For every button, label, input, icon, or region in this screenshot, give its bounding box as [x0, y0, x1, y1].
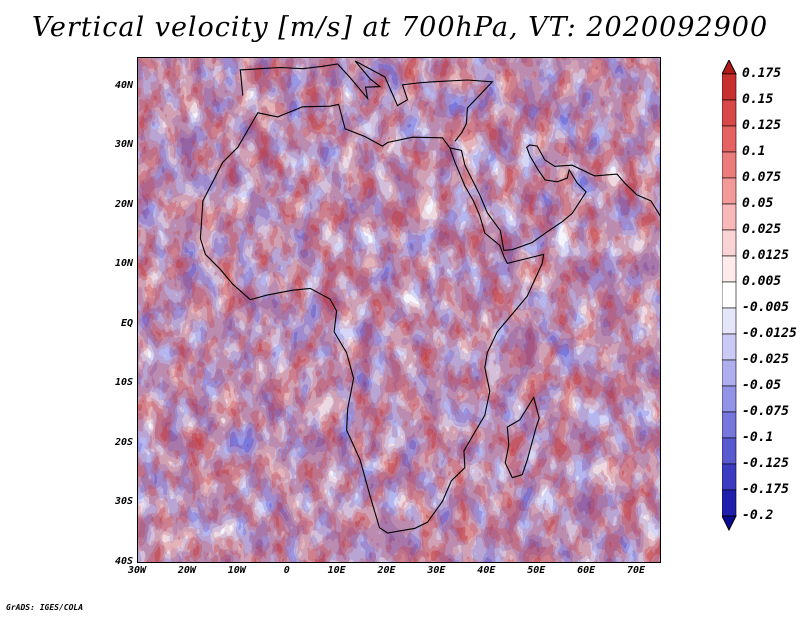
- lat-tick-label: 20N: [114, 198, 133, 210]
- lon-tick-label: 70E: [627, 565, 646, 576]
- colorbar-label: -0.075: [742, 404, 789, 419]
- colorbar: [722, 60, 737, 532]
- lon-tick-label: 20E: [377, 565, 396, 576]
- colorbar-label: 0.0125: [742, 248, 789, 263]
- lon-tick-label: 0: [283, 565, 290, 576]
- lon-tick-label: 10E: [327, 565, 346, 576]
- colorbar-swatch: [722, 411, 737, 439]
- colorbar-swatch: [722, 333, 737, 361]
- colorbar-label: -0.175: [742, 482, 789, 497]
- colorbar-label: 0.025: [742, 222, 782, 237]
- colorbar-swatch: [722, 307, 737, 335]
- colorbar-swatch: [722, 229, 737, 257]
- colorbar-label: 0.05: [742, 196, 774, 211]
- colorbar-label: -0.005: [742, 300, 789, 315]
- colorbar-label: -0.1: [742, 430, 774, 445]
- colorbar-min-arrow: [722, 515, 737, 532]
- lat-tick-label: 20S: [114, 436, 133, 448]
- colorbar-max-arrow: [722, 60, 737, 75]
- coastlines: [199, 60, 660, 534]
- lat-tick-label: EQ: [120, 317, 133, 329]
- lat-tick-label: 10S: [114, 377, 133, 389]
- colorbar-label: 0.175: [742, 66, 782, 81]
- colorbar-label: -0.125: [742, 456, 789, 471]
- credit-text: GrADS: IGES/COLA: [6, 603, 84, 612]
- colorbar-label: 0.15: [742, 92, 774, 107]
- colorbar-swatch: [722, 463, 737, 491]
- colorbar-swatch: [722, 151, 737, 179]
- colorbar-swatch: [722, 73, 737, 101]
- colorbar-label: 0.075: [742, 170, 782, 185]
- colorbar-swatch: [722, 125, 737, 153]
- colorbar-label: -0.0125: [742, 326, 797, 341]
- map-plot-area: [137, 57, 661, 563]
- lon-tick-label: 30E: [427, 565, 446, 576]
- colorbar-label: 0.005: [742, 274, 782, 289]
- colorbar-swatch: [722, 489, 737, 517]
- lat-tick-label: 40N: [114, 79, 133, 91]
- colorbar-swatch: [722, 437, 737, 465]
- lon-tick-label: 30W: [127, 565, 147, 576]
- colorbar-label: -0.2: [742, 508, 774, 523]
- colorbar-swatch: [722, 203, 737, 231]
- lat-tick-label: 30S: [114, 496, 133, 508]
- colorbar-swatch: [722, 99, 737, 127]
- lon-tick-label: 20W: [177, 565, 196, 576]
- colorbar-swatch: [722, 359, 737, 387]
- lon-tick-label: 50E: [527, 565, 546, 576]
- colorbar-label: 0.125: [742, 118, 782, 133]
- lat-tick-label: 10N: [114, 258, 133, 270]
- lat-tick-label: 40S: [114, 556, 133, 567]
- colorbar-label: -0.05: [742, 378, 782, 393]
- lon-tick-label: 40E: [477, 565, 496, 576]
- ascent-field: [138, 58, 660, 562]
- colorbar-label: -0.025: [742, 352, 789, 367]
- chart-title: Vertical velocity [m/s] at 700hPa, VT: 2…: [31, 12, 769, 43]
- colorbar-label: 0.1: [742, 144, 766, 159]
- colorbar-swatch: [722, 177, 737, 205]
- colorbar-swatch: [722, 281, 737, 309]
- colorbar-swatch: [722, 385, 737, 413]
- lat-tick-label: 30N: [114, 139, 133, 151]
- lon-tick-label: 10W: [227, 565, 246, 576]
- colorbar-swatch: [722, 255, 737, 283]
- vertical-velocity-field: [138, 58, 660, 562]
- lon-tick-label: 60E: [577, 565, 596, 576]
